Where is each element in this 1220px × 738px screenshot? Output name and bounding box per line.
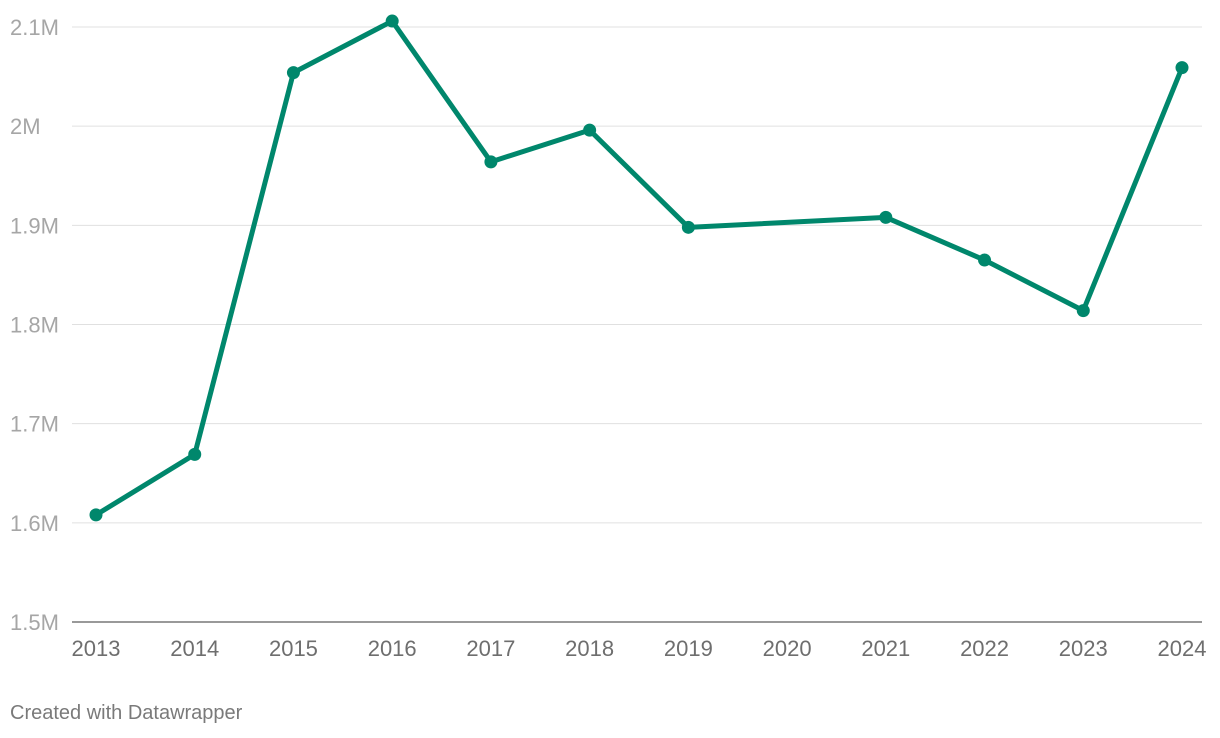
x-tick-label: 2014 (170, 636, 219, 661)
data-point (1076, 304, 1090, 318)
y-tick-label: 2.1M (10, 15, 59, 40)
x-tick-label: 2021 (861, 636, 910, 661)
y-tick-label: 1.8M (10, 313, 59, 338)
x-tick-label: 2013 (72, 636, 121, 661)
series-group (89, 14, 1189, 522)
data-point (286, 66, 300, 80)
x-tick-label: 2019 (664, 636, 713, 661)
data-point (879, 210, 893, 224)
x-tick-label: 2018 (565, 636, 614, 661)
data-point (188, 447, 202, 461)
y-tick-label: 1.7M (10, 412, 59, 437)
data-point (978, 253, 992, 267)
data-point (583, 123, 597, 137)
x-tick-label: 2020 (763, 636, 812, 661)
x-tick-label: 2024 (1158, 636, 1207, 661)
x-tick-label: 2017 (466, 636, 515, 661)
x-tick-label: 2015 (269, 636, 318, 661)
data-point (484, 155, 498, 169)
y-axis-tick-labels: 1.5M 1.6M 1.7M 1.8M 1.9M 2M 2.1M (10, 15, 59, 635)
y-tick-label: 1.9M (10, 213, 59, 238)
y-gridlines (72, 26, 1202, 623)
x-tick-label: 2022 (960, 636, 1009, 661)
y-tick-label: 1.5M (10, 610, 59, 635)
y-tick-label: 2M (10, 114, 41, 139)
data-point (681, 220, 695, 234)
x-tick-label: 2023 (1059, 636, 1108, 661)
datawrapper-credit: Created with Datawrapper (10, 702, 243, 724)
y-tick-label: 1.6M (10, 511, 59, 536)
data-point (89, 508, 103, 522)
data-point (1175, 61, 1189, 75)
data-point (385, 14, 399, 28)
x-axis-tick-labels: 2013 2014 2015 2016 2017 2018 2019 2020 2021 2022… (72, 636, 1207, 661)
x-tick-label: 2016 (368, 636, 417, 661)
series-line (93, 18, 1185, 518)
